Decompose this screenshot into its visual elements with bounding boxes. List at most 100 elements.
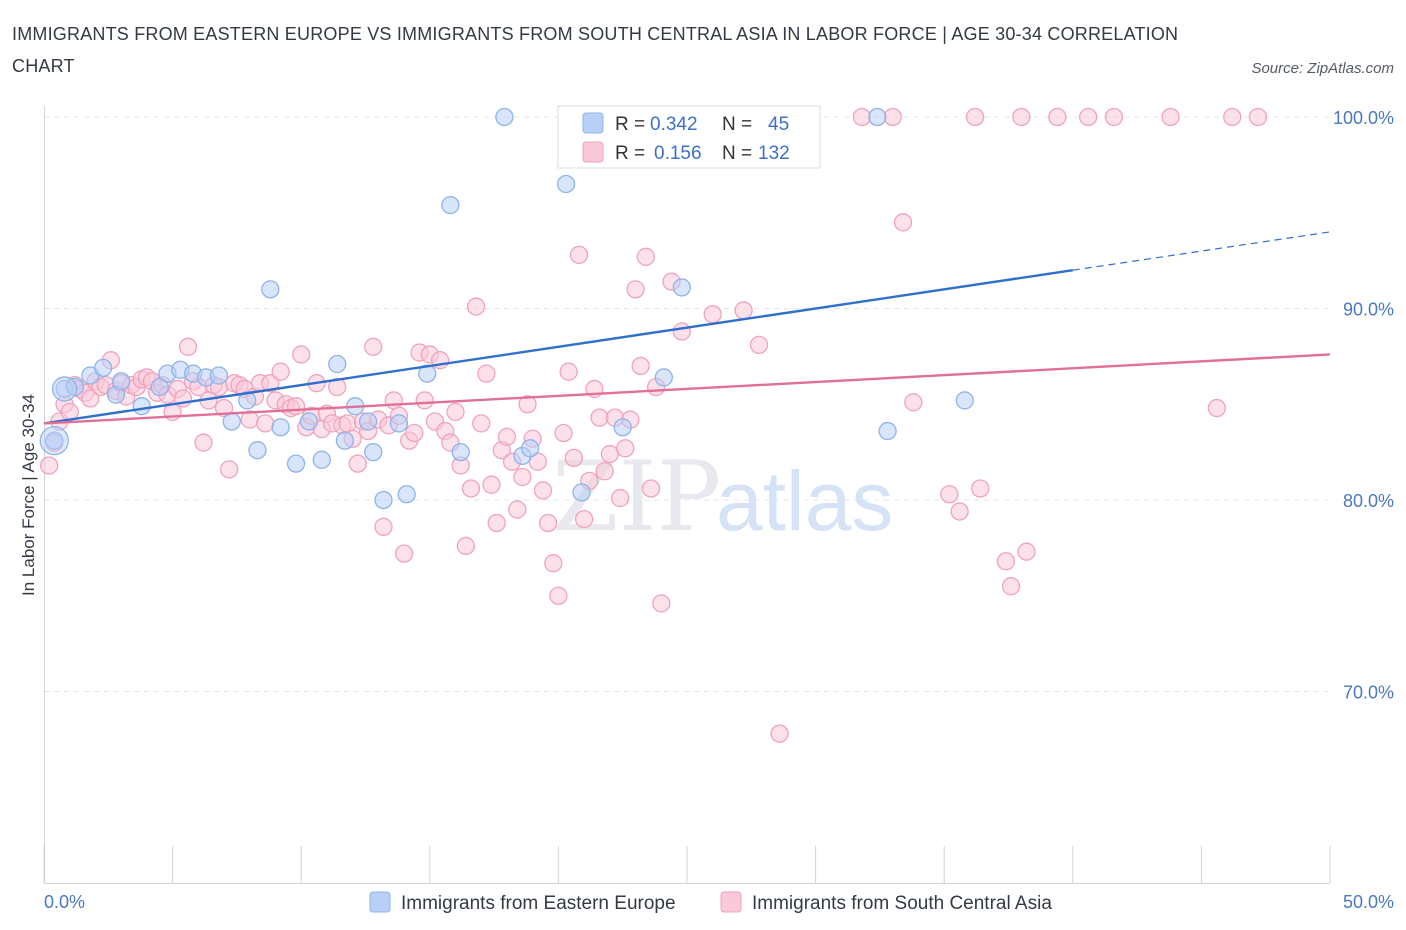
eastern-europe-point-44 xyxy=(878,421,897,441)
south-central-asia-point-99 xyxy=(549,586,568,605)
eastern-europe-point-13 xyxy=(209,366,229,385)
south-central-asia-point-144 xyxy=(1012,107,1031,127)
south-central-asia-point-145 xyxy=(883,107,902,127)
south-central-asia-point-98 xyxy=(544,554,563,573)
legend-swatch-eastern-europe xyxy=(582,112,604,134)
south-central-asia-point-8 xyxy=(81,389,100,408)
eastern-europe-point-16 xyxy=(248,441,267,460)
south-central-asia-point-132 xyxy=(971,479,990,498)
south-central-asia-point-89 xyxy=(497,427,517,446)
legend-r-value-2: 0.156 xyxy=(654,143,702,164)
series-legend-swatch-south-central-asia xyxy=(720,891,742,913)
south-central-asia-point-137 xyxy=(1223,107,1242,127)
eastern-europe-point-41 xyxy=(672,278,692,297)
south-central-asia-point-116 xyxy=(636,247,655,266)
south-central-asia-point-63 xyxy=(364,337,383,356)
eastern-europe-point-31 xyxy=(441,195,460,215)
y-tick-labels: 70.0% 80.0% 90.0% 100.0% xyxy=(1333,108,1394,703)
south-central-asia-point-133 xyxy=(996,552,1016,571)
south-central-asia-point-48 xyxy=(286,397,306,416)
south-central-asia-point-140 xyxy=(965,107,985,127)
south-central-asia-point-43 xyxy=(261,374,280,393)
south-central-asia-point-107 xyxy=(590,408,609,427)
eastern-europe-point-22 xyxy=(328,354,347,374)
series-legend-label-south-central-asia: Immigrants from South Central Asia xyxy=(752,893,1052,914)
south-central-asia-point-104 xyxy=(574,510,594,529)
chart-title: IMMIGRANTS FROM EASTERN EUROPE VS IMMIGR… xyxy=(12,24,1179,76)
trend-lines xyxy=(43,231,1331,425)
south-central-asia-point-56 xyxy=(328,377,347,397)
south-central-asia-point-79 xyxy=(446,402,465,422)
eastern-europe-point-20 xyxy=(299,412,319,431)
series-legend: Immigrants from Eastern Europe Immigrant… xyxy=(369,891,1052,914)
south-central-asia-point-121 xyxy=(672,322,692,341)
eastern-europe-point-19 xyxy=(286,454,306,473)
eastern-europe-point-21 xyxy=(312,450,331,469)
source-label: Source: ZipAtlas.com xyxy=(1251,60,1394,77)
eastern-europe-point-4 xyxy=(94,358,113,378)
south-central-asia-point-135 xyxy=(1104,107,1124,127)
eastern-europe-point-26 xyxy=(364,442,383,462)
south-central-asia-point-69 xyxy=(394,544,414,563)
south-central-asia-point-114 xyxy=(626,280,645,299)
south-central-asia-point-142 xyxy=(1079,107,1098,127)
eastern-europe-point-28 xyxy=(389,414,409,433)
south-central-asia-point-112 xyxy=(616,439,635,458)
south-central-asia-point-92 xyxy=(513,467,532,487)
eastern-europe-point-35 xyxy=(520,439,540,458)
south-central-asia-point-128 xyxy=(893,213,913,232)
south-central-asia-point-65 xyxy=(374,517,393,536)
stats-legend: R = 0.342 N = 45 R = 0.156 N = 132 xyxy=(557,105,821,169)
south-central-asia-point-111 xyxy=(610,488,630,508)
y-tick-label-100: 100.0% xyxy=(1333,108,1394,128)
south-central-asia-point-138 xyxy=(1248,107,1268,127)
south-central-asia-point-45 xyxy=(271,362,290,381)
x-axis-ticks xyxy=(43,846,1331,883)
south-central-asia-point-30 xyxy=(194,433,213,452)
south-central-asia-point-93 xyxy=(518,395,537,414)
south-central-asia-point-97 xyxy=(538,513,558,533)
watermark-atlas: atlas xyxy=(716,454,893,548)
eastern-europe-point-36 xyxy=(556,174,576,194)
series-legend-label-eastern-europe: Immigrants from Eastern Europe xyxy=(401,893,676,914)
y-tick-label-90: 90.0% xyxy=(1343,300,1394,320)
series-legend-swatch-eastern-europe xyxy=(369,891,391,913)
legend-n-label-2: N = xyxy=(722,143,752,164)
legend-n-label-1: N = xyxy=(722,114,752,135)
legend-n-value-2: 132 xyxy=(758,143,790,164)
south-central-asia-point-100 xyxy=(554,423,573,443)
eastern-europe-point-15 xyxy=(238,391,257,410)
eastern-europe-point-27 xyxy=(374,490,393,510)
legend-r-label-2: R = xyxy=(615,143,645,164)
south-central-asia-point-115 xyxy=(631,356,650,376)
south-central-asia-point-122 xyxy=(703,305,722,324)
trend-line-eastern-europe xyxy=(43,269,1073,425)
south-central-asia-point-117 xyxy=(641,479,661,498)
south-central-asia-point-71 xyxy=(405,423,424,443)
south-central-asia-point-96 xyxy=(533,481,553,500)
eastern-europe-point-17 xyxy=(261,280,280,299)
eastern-europe-point-30 xyxy=(418,364,437,383)
eastern-europe-point-large xyxy=(39,425,69,456)
south-central-asia-point-84 xyxy=(472,414,491,433)
south-central-asia-point-131 xyxy=(950,502,969,521)
south-central-asia-point-82 xyxy=(461,479,481,498)
legend-n-value-1: 45 xyxy=(768,114,789,135)
south-central-asia-point-27 xyxy=(178,337,198,356)
south-central-asia-point-85 xyxy=(477,364,496,383)
south-central-asia-point-0 xyxy=(39,456,59,475)
y-axis-label: In Labor Force | Age 30-34 xyxy=(19,394,38,596)
south-central-asia-point-108 xyxy=(595,462,614,481)
south-central-asia-point-109 xyxy=(600,444,619,464)
south-central-asia-point-134 xyxy=(1017,542,1036,561)
south-central-asia-point-35 xyxy=(220,460,239,479)
eastern-europe-point-7 xyxy=(132,397,151,416)
south-central-asia-point-60 xyxy=(348,454,367,473)
south-central-asia-point-126 xyxy=(770,724,789,743)
south-central-asia-point-58 xyxy=(338,414,357,433)
south-central-asia-point-119 xyxy=(652,594,671,613)
south-central-asia-point-130 xyxy=(940,485,959,504)
south-central-asia-point-136 xyxy=(1161,107,1180,127)
eastern-europe-point-23 xyxy=(335,431,355,450)
